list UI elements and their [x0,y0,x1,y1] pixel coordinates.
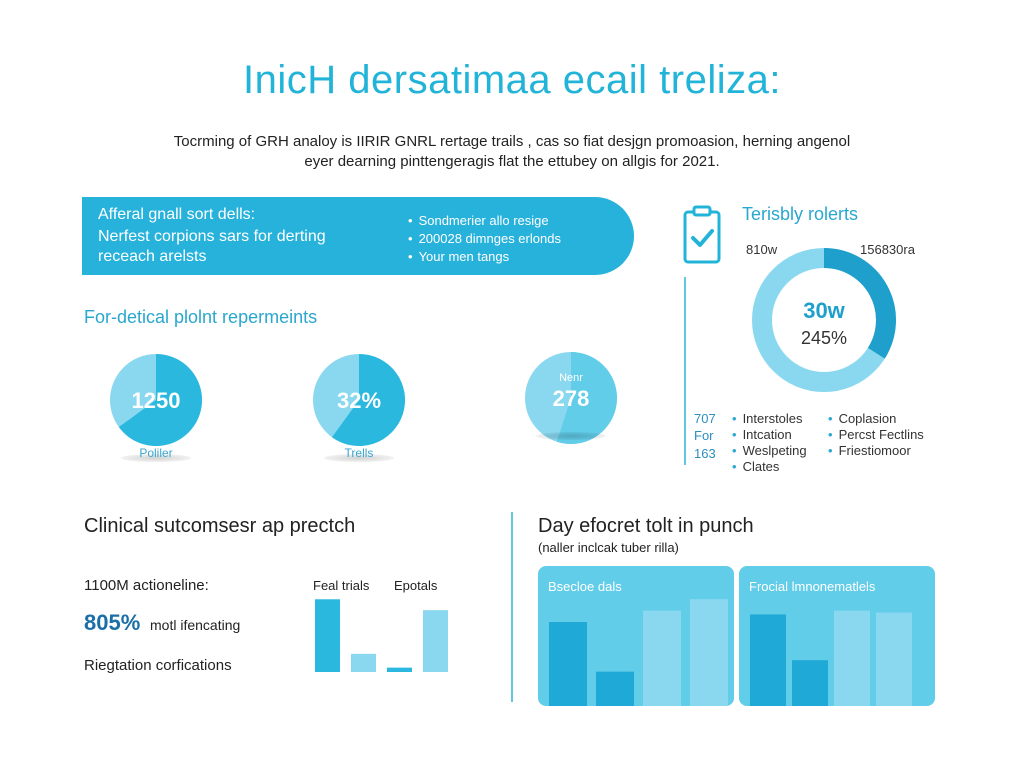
kpi-shadow-1 [121,454,191,462]
clinicalChart-bar-1 [315,599,340,672]
clinical-title: Clinical sutcomsesr ap prectch [84,515,356,537]
bar-panel-1-title: Bsecloe dals [548,579,622,594]
banner-line-2: Nerfest corpions sars for derting [98,228,326,245]
kpi-caption-1: Poliler [139,446,173,460]
right-panel-divider [684,277,686,465]
kpi-ring-2: 32% [309,350,409,450]
donut-center-percent: 245% [800,328,848,348]
kpi-ring-1: 1250 [106,350,206,450]
clinicalChart-bar-2 [351,653,376,672]
panelChart1-bar-2 [596,671,634,706]
legend-item: Weslpeting [732,443,807,458]
bar-panel-2-chart [750,610,912,706]
side-label-1: 707 [694,411,716,426]
kpi-value-2: 32% [336,388,382,413]
kpi-ring-2-graphic [313,354,405,446]
legend-item: Interstoles [732,411,803,426]
banner-bullet-2: 200028 dimnges erlonds [408,231,561,246]
kpi-value-3: 278 [552,386,590,411]
banner-line-3: receach arelsts [98,248,207,265]
bar-panel-2-title: Frocial lmnonematlels [749,579,876,594]
kpi-ring-3-slice [556,352,617,444]
kpi-shadow-2 [324,454,394,462]
donut-label-left: 810w [746,242,778,257]
subtitle-line-1: Tocrming of GRH analoy is IIRIR GNRL rer… [173,133,851,150]
panelChart1-bar-4 [690,599,728,706]
clinical-chart-label-1: Feal trials [313,578,370,593]
bar-panel-2: Frocial lmnonematlels [739,566,935,706]
clinical-chart-label-2: Epotals [394,578,438,593]
kpi-ring-3: Nenr 278 [521,348,621,448]
clinical-bar-chart [315,599,448,672]
kpi-ring-1-graphic [110,354,202,446]
kpi-ring-3-graphic [525,352,617,444]
legend-item: Intcation [732,427,792,442]
clinical-line-3: Riegtation corfications [84,657,232,674]
clinical-big-value: 805% [84,610,141,635]
panelChart1-bar-3 [643,610,681,706]
donut-slice-primary [823,248,896,359]
banner-line-1: Afferal gnall sort dells: [98,206,256,223]
legend-item: Percst Fectlins [828,427,924,442]
page-title: InicH dersatimaa ecail treliza: [243,58,781,102]
panelChart2-bar-4 [876,612,912,706]
panelChart2-bar-3 [834,610,870,706]
subtitle-line-2: eyer dearning pinttengeragis flat the et… [304,153,720,170]
kpi-ring-1-slice [118,354,202,446]
legend-item: Clates [732,459,780,474]
clinicalChart-bar-3 [387,667,412,672]
legend-item: Coplasion [828,411,897,426]
kpi-small-label-3: Nenr [559,372,583,384]
clinical-line-1: 1100M actioneline: [84,577,209,594]
legend-item: Friestiomoor [828,443,911,458]
kpi-ring-2-slice [331,354,405,446]
panelChart2-bar-1 [750,614,786,706]
kpi-caption-2: Trells [344,446,374,460]
side-label-3: 163 [694,446,716,461]
clipboard-check-icon [683,205,721,264]
donut-center-value: 30w [803,298,845,323]
side-label-2: For [694,428,714,443]
clinical-big-label: motl ifencating [150,617,241,633]
panelChart1-bar-1 [549,622,587,706]
clinicalChart-bar-4 [423,610,448,672]
donut-label-right: 156830ra [860,242,915,257]
bar-panel-1: Bsecloe dals [538,566,734,706]
kpi-shadow-3 [536,432,606,440]
kpi-section-title: For-detical plolnt repermeints [84,307,318,327]
section-divider [511,512,513,702]
day-title: Day efocret tolt in punch [538,515,754,537]
day-subtitle: (naller inclcak tuber rilla) [538,540,679,555]
right-panel-title: Terisbly rolerts [742,204,859,224]
banner-bullet-3: Your men tangs [408,249,510,264]
bar-panel-1-chart [549,599,728,706]
panelChart2-bar-2 [792,660,828,706]
kpi-value-1: 1250 [131,388,181,413]
banner-bullet-1: Sondmerier allo resige [408,213,549,228]
summary-banner: Afferal gnall sort dells: Nerfest corpio… [82,197,634,275]
donut-chart [752,248,896,392]
